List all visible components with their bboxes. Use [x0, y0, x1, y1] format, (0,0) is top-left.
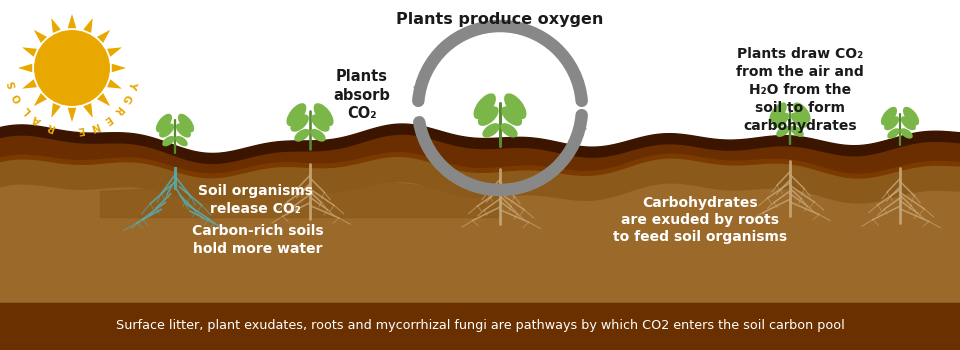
- Polygon shape: [97, 93, 110, 106]
- Ellipse shape: [311, 114, 329, 132]
- Text: E: E: [75, 124, 84, 135]
- Ellipse shape: [295, 129, 310, 142]
- Polygon shape: [18, 64, 33, 72]
- Polygon shape: [51, 18, 60, 33]
- Text: L: L: [20, 104, 32, 116]
- Ellipse shape: [178, 114, 194, 132]
- Text: E: E: [101, 113, 112, 126]
- Text: N: N: [87, 120, 100, 132]
- Text: Plants draw CO₂
from the air and
H₂O from the
soil to form
carbohydrates: Plants draw CO₂ from the air and H₂O fro…: [736, 47, 864, 133]
- Ellipse shape: [286, 103, 306, 126]
- Ellipse shape: [790, 126, 804, 137]
- Polygon shape: [34, 30, 47, 43]
- Ellipse shape: [900, 128, 913, 139]
- Polygon shape: [108, 47, 122, 57]
- Ellipse shape: [159, 124, 174, 138]
- Ellipse shape: [176, 136, 188, 146]
- Circle shape: [33, 29, 111, 107]
- Polygon shape: [68, 14, 76, 28]
- Text: R: R: [45, 120, 56, 132]
- Ellipse shape: [881, 107, 897, 125]
- Bar: [0, 302, 960, 350]
- Ellipse shape: [473, 93, 496, 119]
- Text: Plants produce oxygen: Plants produce oxygen: [396, 12, 604, 27]
- Polygon shape: [84, 103, 93, 118]
- Polygon shape: [84, 18, 93, 33]
- Text: O: O: [12, 91, 24, 104]
- Text: Carbohydrates
are exuded by roots
to feed soil organisms: Carbohydrates are exuded by roots to fee…: [612, 196, 787, 244]
- Text: Soil organisms
release CO₂: Soil organisms release CO₂: [198, 184, 313, 216]
- Ellipse shape: [314, 103, 333, 126]
- Ellipse shape: [769, 103, 787, 122]
- Polygon shape: [413, 86, 426, 101]
- Text: Carbon-rich soils
hold more water: Carbon-rich soils hold more water: [192, 224, 324, 255]
- Polygon shape: [97, 30, 110, 43]
- Ellipse shape: [887, 128, 900, 139]
- Ellipse shape: [310, 129, 325, 142]
- Polygon shape: [574, 115, 587, 130]
- Polygon shape: [22, 79, 36, 89]
- Ellipse shape: [903, 107, 919, 125]
- Ellipse shape: [500, 123, 517, 138]
- Polygon shape: [22, 47, 36, 57]
- Ellipse shape: [884, 116, 900, 130]
- Ellipse shape: [777, 126, 790, 137]
- Polygon shape: [51, 103, 60, 118]
- Ellipse shape: [793, 103, 810, 122]
- Circle shape: [34, 30, 110, 106]
- Ellipse shape: [482, 123, 500, 138]
- Text: Surface litter, plant exudates, roots and mycorrhizal fungi are pathways by whic: Surface litter, plant exudates, roots an…: [115, 320, 845, 332]
- Ellipse shape: [504, 93, 526, 119]
- Ellipse shape: [290, 114, 309, 132]
- Ellipse shape: [156, 114, 172, 132]
- Text: Plants
absorb
CO₂: Plants absorb CO₂: [333, 69, 391, 121]
- Ellipse shape: [162, 136, 175, 146]
- Polygon shape: [108, 79, 122, 89]
- Text: A: A: [31, 113, 43, 126]
- Ellipse shape: [501, 106, 522, 126]
- Text: Y: Y: [126, 79, 137, 89]
- Polygon shape: [68, 108, 76, 122]
- Ellipse shape: [773, 113, 789, 128]
- Text: G: G: [120, 92, 132, 104]
- Ellipse shape: [176, 124, 191, 138]
- Text: R: R: [111, 103, 124, 116]
- Polygon shape: [111, 64, 126, 72]
- Polygon shape: [34, 93, 47, 106]
- Text: S: S: [7, 79, 18, 89]
- Ellipse shape: [791, 113, 807, 128]
- Ellipse shape: [478, 106, 498, 126]
- Ellipse shape: [900, 116, 916, 130]
